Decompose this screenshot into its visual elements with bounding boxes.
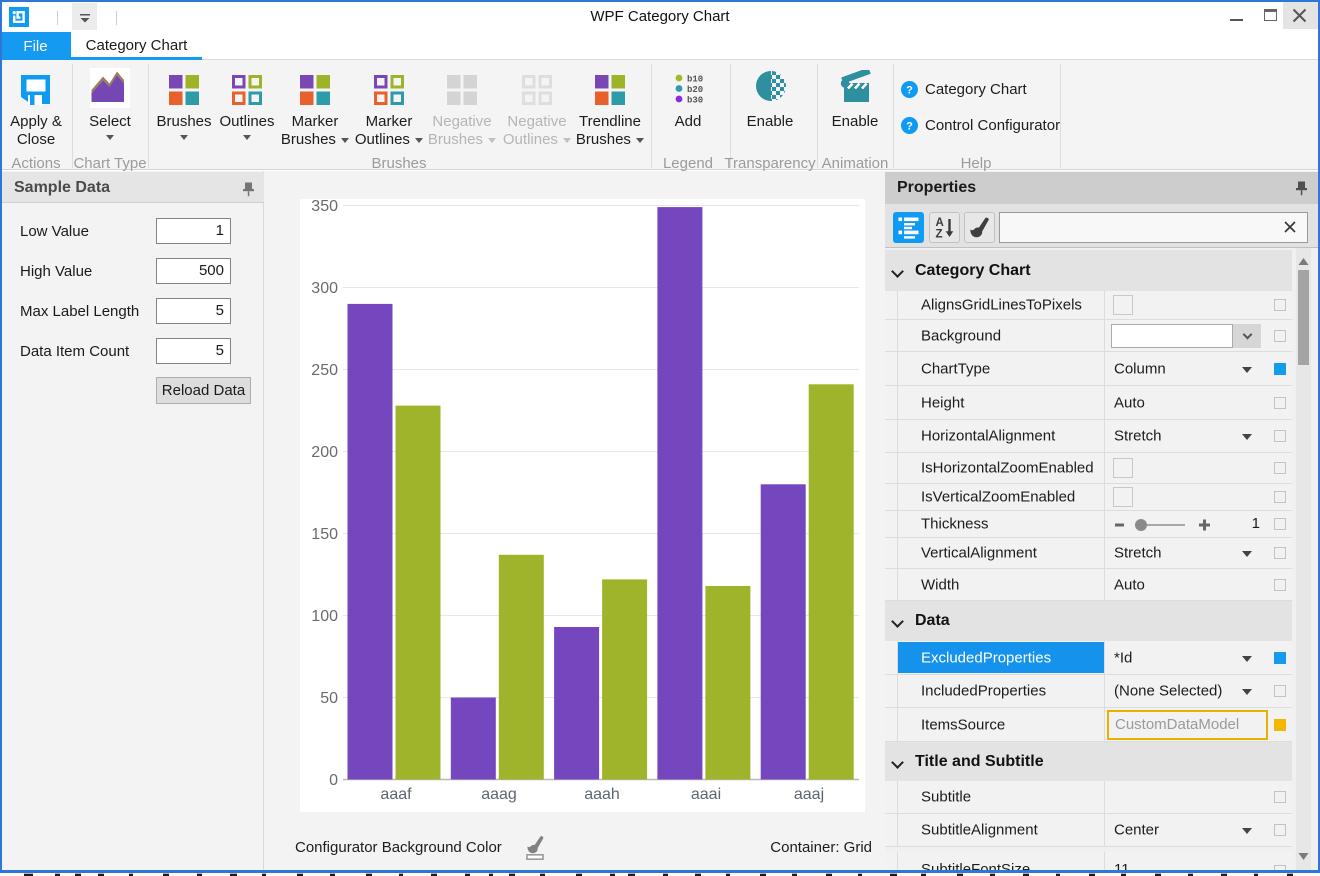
svg-text:?: ?	[906, 121, 913, 133]
svg-text:b20: b20	[687, 85, 703, 95]
svg-text:0: 0	[329, 772, 338, 789]
svg-text:?: ?	[906, 85, 913, 97]
svg-text:aaaj: aaaj	[794, 786, 824, 803]
svg-text:aaaf: aaaf	[380, 786, 412, 803]
svg-text:b10: b10	[687, 75, 703, 85]
svg-text:aaai: aaai	[691, 786, 721, 803]
svg-text:b30: b30	[687, 96, 703, 106]
svg-text:Z: Z	[936, 229, 943, 241]
svg-text:200: 200	[311, 444, 338, 461]
svg-text:350: 350	[311, 199, 338, 215]
svg-text:50: 50	[320, 690, 338, 707]
svg-text:aaag: aaag	[481, 786, 517, 803]
svg-text:150: 150	[311, 526, 338, 543]
svg-text:A: A	[936, 217, 944, 229]
svg-text:250: 250	[311, 362, 338, 379]
svg-text:300: 300	[311, 280, 338, 297]
svg-text:100: 100	[311, 608, 338, 625]
svg-text:aaah: aaah	[584, 786, 620, 803]
